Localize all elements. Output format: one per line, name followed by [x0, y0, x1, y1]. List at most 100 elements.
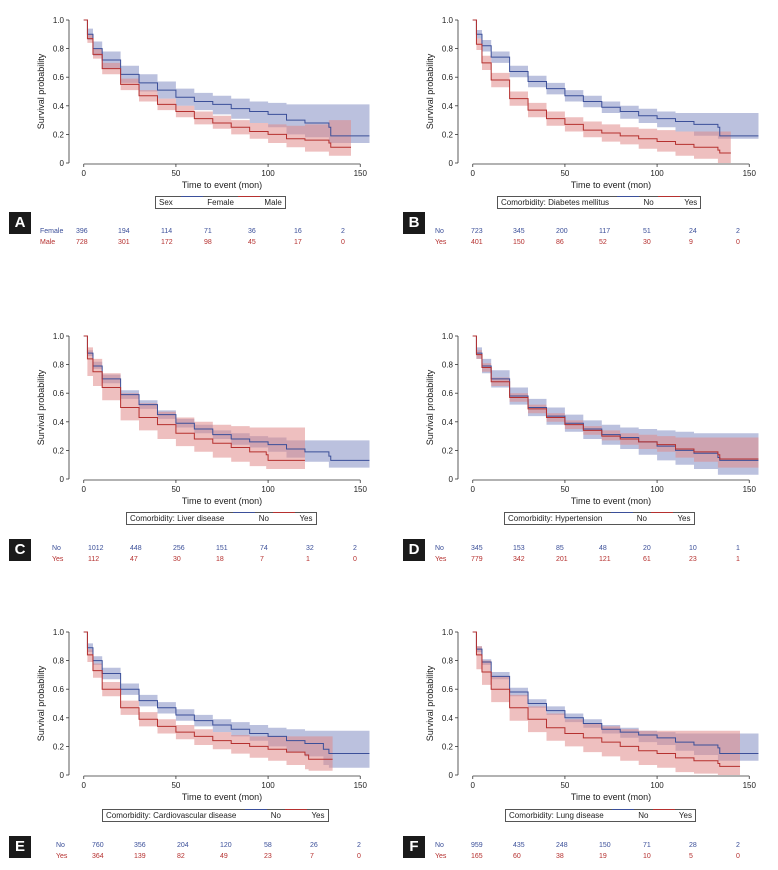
y-tick-label: 0.4 [442, 714, 454, 723]
survival-line-2 [472, 631, 741, 767]
legend-label-series1: No [270, 811, 281, 820]
risk-row: No 345 153 85 48 20 10 1 [435, 545, 775, 555]
risk-row-label: Yes [435, 239, 447, 246]
y-tick-label: 0.4 [53, 418, 65, 427]
y-tick-label: 0.2 [53, 742, 65, 751]
risk-row-label: No [56, 842, 65, 849]
risk-row: Yes 112 47 30 18 7 1 0 [52, 556, 382, 566]
risk-cell: 9 [689, 239, 693, 246]
risk-cell: 82 [177, 853, 185, 860]
risk-cell: 2 [736, 842, 740, 849]
risk-cell: 723 [471, 228, 483, 235]
risk-cell: 248 [556, 842, 568, 849]
ci-band-1 [83, 336, 370, 468]
y-tick-label: 1.0 [53, 332, 65, 341]
y-tick-label: 0.2 [442, 130, 454, 139]
x-tick-label: 0 [82, 169, 87, 178]
risk-cell: 0 [736, 853, 740, 860]
risk-cell: 58 [264, 842, 272, 849]
risk-cell: 150 [599, 842, 611, 849]
legend-swatch-series2 [285, 809, 308, 810]
km-chart: 0 0.2 0.4 0.6 0.8 1.0 0 50 100 150 Time to event (… [36, 628, 370, 802]
risk-cell: 779 [471, 556, 483, 563]
legend-label-series1: No [638, 811, 649, 820]
risk-cell: 448 [130, 545, 142, 552]
legend-swatch-series1 [617, 196, 640, 197]
risk-cell: 36 [248, 228, 256, 235]
legend-title: Comorbidity: Liver disease [130, 514, 225, 523]
risk-cell: 256 [173, 545, 185, 552]
legend-swatch-series1 [610, 512, 633, 513]
legend-title: Sex [159, 198, 173, 207]
panel-f: 0 0.2 0.4 0.6 0.8 1.0 0 50 100 150 Time to event (… [389, 612, 778, 870]
legend-swatch-series1 [611, 809, 634, 810]
legend-title: Comorbidity: Cardiovascular disease [106, 811, 237, 820]
y-tick-label: 0.6 [442, 73, 454, 82]
y-tick-label: 0 [60, 771, 65, 780]
x-tick-label: 100 [650, 781, 664, 790]
risk-cell: 117 [599, 228, 611, 235]
risk-row-label: No [435, 842, 444, 849]
legend-label-series1: No [258, 514, 269, 523]
survival-line-2 [83, 631, 333, 760]
risk-cell: 435 [513, 842, 525, 849]
legend: Comorbidity: Diabetes mellitus No Yes [497, 196, 702, 209]
risk-cell: 2 [736, 228, 740, 235]
risk-cell: 38 [556, 853, 564, 860]
ci-band-1 [472, 20, 759, 139]
x-tick-label: 100 [261, 781, 275, 790]
legend-label-series1: No [643, 198, 654, 207]
y-tick-label: 0.6 [53, 389, 65, 398]
survival-line-2 [83, 19, 352, 148]
y-tick-label: 0.8 [442, 361, 454, 370]
risk-cell: 728 [76, 239, 88, 246]
risk-row-label: Male [40, 239, 56, 246]
survival-line-2 [83, 335, 305, 461]
y-axis-label: Survival probability [425, 665, 435, 741]
legend-swatch-series2 [657, 196, 680, 197]
risk-cell: 16 [294, 228, 302, 235]
x-tick-label: 0 [471, 485, 476, 494]
risk-row: Yes 779 342 201 121 61 23 1 [435, 556, 775, 566]
y-axis-label: Survival probability [36, 665, 46, 741]
legend-swatch-series1 [232, 512, 255, 513]
risk-cell: 120 [220, 842, 232, 849]
risk-cell: 7 [310, 853, 314, 860]
risk-cell: 61 [643, 556, 651, 563]
panel-letter: E [9, 836, 31, 858]
risk-cell: 204 [177, 842, 189, 849]
risk-cell: 85 [556, 545, 564, 552]
risk-row-label: No [435, 228, 444, 235]
legend-label-series1: No [636, 514, 647, 523]
ci-band-2 [472, 632, 740, 775]
ci-band-1 [83, 632, 370, 768]
risk-cell: 172 [161, 239, 173, 246]
y-tick-label: 0.4 [53, 714, 65, 723]
panel-b: 0 0.2 0.4 0.6 0.8 1.0 0 50 100 150 Time to event (… [389, 0, 778, 260]
survival-line-1 [83, 631, 370, 755]
legend-label-series2: Yes [678, 811, 692, 820]
risk-row-label: Yes [435, 556, 447, 563]
legend-title: Comorbidity: Lung disease [509, 811, 604, 820]
y-axis-label: Survival probability [425, 53, 435, 129]
panel-c: 0 0.2 0.4 0.6 0.8 1.0 0 50 100 150 Time to event (… [0, 316, 389, 576]
risk-cell: 151 [216, 545, 228, 552]
y-axis-label: Survival probability [425, 369, 435, 445]
legend: Comorbidity: Hypertension No Yes [504, 512, 695, 525]
risk-cell: 51 [643, 228, 651, 235]
ci-band-2 [472, 336, 759, 468]
risk-cell: 112 [88, 556, 100, 563]
risk-row-label: Yes [56, 853, 68, 860]
ci-band-2 [472, 20, 731, 163]
legend: Comorbidity: Liver disease No Yes [126, 512, 317, 525]
risk-cell: 114 [161, 228, 173, 235]
panel-e: 0 0.2 0.4 0.6 0.8 1.0 0 50 100 150 Time to event (… [0, 612, 389, 870]
y-tick-label: 0.4 [442, 418, 454, 427]
legend-label-series1: Female [207, 198, 234, 207]
legend-label-series2: Yes [677, 514, 691, 523]
legend-label-series2: Yes [684, 198, 698, 207]
y-tick-label: 0.8 [442, 657, 454, 666]
risk-cell: 1 [736, 545, 740, 552]
risk-row-label: Yes [52, 556, 64, 563]
risk-cell: 345 [471, 545, 483, 552]
